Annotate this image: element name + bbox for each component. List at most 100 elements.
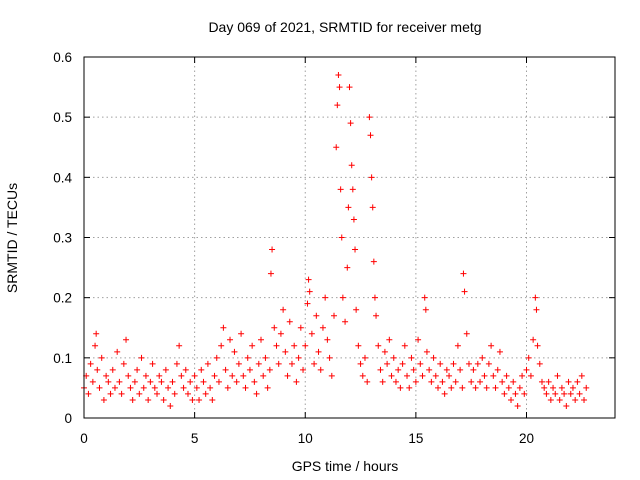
data-point — [189, 396, 196, 403]
data-point — [253, 390, 260, 397]
data-point — [202, 390, 209, 397]
data-point — [154, 390, 161, 397]
data-point — [527, 372, 534, 379]
data-point — [284, 372, 291, 379]
data-point — [264, 384, 271, 391]
x-tick-label: 0 — [80, 431, 88, 446]
data-point — [494, 366, 501, 373]
data-point — [249, 342, 256, 349]
data-point — [227, 336, 234, 343]
data-point — [114, 348, 121, 355]
data-point — [293, 378, 300, 385]
data-point — [397, 384, 404, 391]
data-point — [131, 378, 138, 385]
data-point — [441, 390, 448, 397]
data-point — [171, 390, 178, 397]
data-point — [514, 402, 521, 409]
data-point — [220, 324, 227, 331]
x-axis-label: GPS time / hours — [292, 458, 399, 474]
data-point — [344, 264, 351, 271]
data-point — [180, 384, 187, 391]
data-point — [452, 378, 459, 385]
data-point — [120, 360, 127, 367]
data-point — [193, 384, 200, 391]
data-point — [127, 384, 134, 391]
data-point — [534, 342, 541, 349]
data-point — [176, 342, 183, 349]
data-point — [578, 372, 585, 379]
data-point — [269, 246, 276, 253]
data-point — [94, 366, 101, 373]
data-point — [238, 330, 245, 337]
data-point — [280, 306, 287, 313]
data-point — [240, 372, 247, 379]
data-point — [178, 372, 185, 379]
data-point — [207, 384, 214, 391]
data-point — [338, 234, 345, 241]
data-point — [530, 336, 537, 343]
data-point — [346, 84, 353, 91]
data-point — [100, 396, 107, 403]
data-point — [169, 378, 176, 385]
data-point — [379, 378, 386, 385]
data-point — [361, 354, 368, 361]
data-point — [209, 396, 216, 403]
data-points — [81, 72, 590, 409]
data-point — [583, 384, 590, 391]
data-point — [288, 360, 295, 367]
data-point — [319, 324, 326, 331]
data-point — [536, 360, 543, 367]
data-point — [224, 384, 231, 391]
data-point — [567, 390, 574, 397]
data-point — [335, 72, 342, 79]
data-point — [569, 384, 576, 391]
data-point — [465, 360, 472, 367]
data-point — [315, 348, 322, 355]
data-point — [156, 372, 163, 379]
data-point — [419, 372, 426, 379]
data-point — [523, 366, 530, 373]
data-point — [334, 102, 341, 109]
data-point — [485, 360, 492, 367]
data-point — [313, 312, 320, 319]
data-point — [368, 174, 375, 181]
data-point — [328, 372, 335, 379]
data-point — [533, 306, 540, 313]
data-point — [98, 354, 105, 361]
y-tick-label: 0.3 — [53, 231, 72, 246]
data-point — [347, 120, 354, 127]
data-point — [213, 354, 220, 361]
data-point — [342, 318, 349, 325]
data-point — [499, 378, 506, 385]
data-point — [501, 390, 508, 397]
data-point — [251, 378, 258, 385]
data-point — [412, 378, 419, 385]
data-point — [311, 360, 318, 367]
data-point — [508, 396, 515, 403]
data-point — [215, 378, 222, 385]
data-point — [331, 312, 338, 319]
data-point — [138, 354, 145, 361]
axis-ticks — [83, 56, 615, 419]
data-point — [556, 396, 563, 403]
chart-title: Day 069 of 2021, SRMTID for receiver met… — [208, 19, 481, 35]
data-point — [370, 258, 377, 265]
data-point — [408, 354, 415, 361]
data-point — [151, 384, 158, 391]
data-point — [184, 390, 191, 397]
data-point — [576, 390, 583, 397]
data-point — [353, 306, 360, 313]
data-point — [426, 366, 433, 373]
data-point — [532, 294, 539, 301]
data-point — [211, 372, 218, 379]
data-point — [204, 360, 211, 367]
data-point — [377, 366, 384, 373]
data-point — [339, 294, 346, 301]
data-point — [345, 204, 352, 211]
data-point — [386, 336, 393, 343]
y-tick-label: 0.6 — [53, 50, 72, 65]
data-point — [512, 390, 519, 397]
data-point — [488, 342, 495, 349]
data-point — [233, 378, 240, 385]
data-point — [581, 396, 588, 403]
